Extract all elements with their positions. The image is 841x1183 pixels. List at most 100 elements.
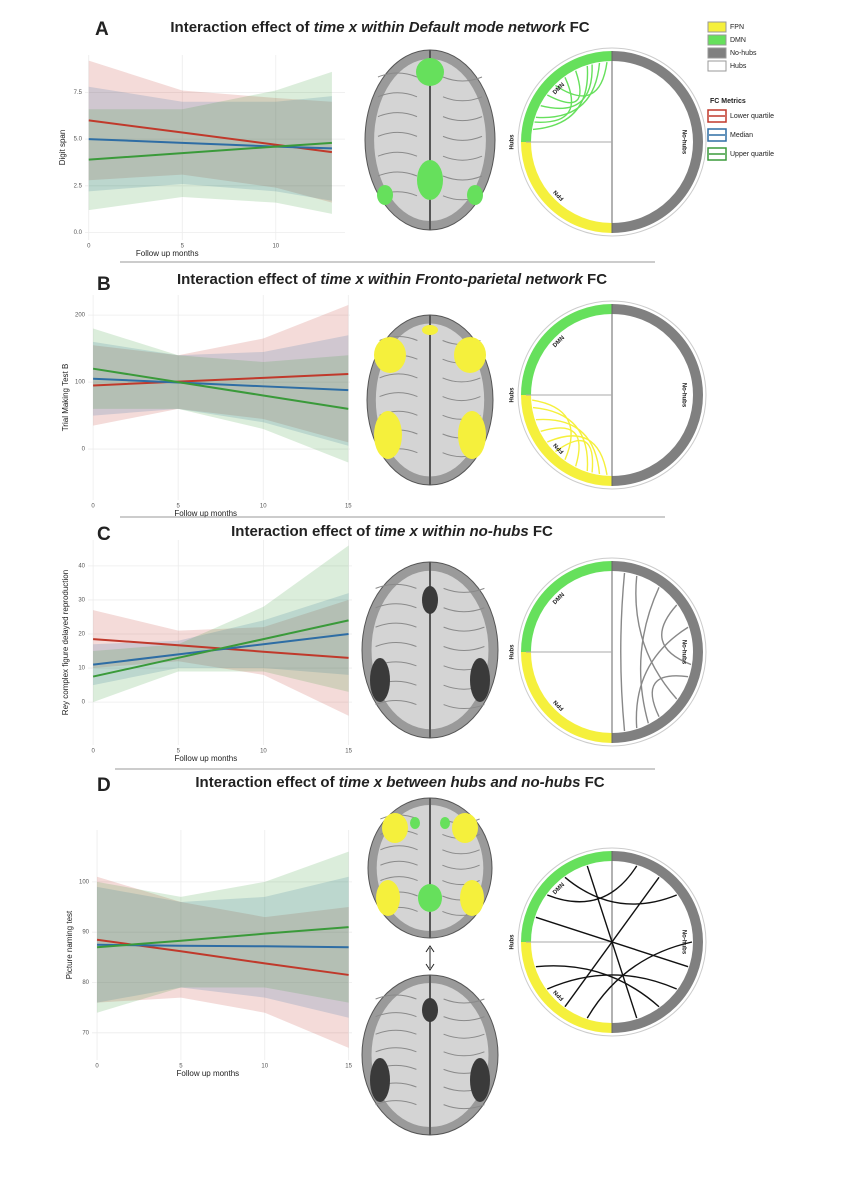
confidence-band [88, 60, 332, 203]
gyrus [442, 76, 483, 82]
title-part: time x within no-hubs [375, 523, 529, 540]
y-tick-label: 80 [82, 980, 89, 986]
ring-dmn [521, 851, 613, 943]
chord-label: No-hubs [680, 130, 686, 155]
ring-fpn [521, 941, 613, 1033]
y-tick-label: 5.0 [74, 137, 83, 143]
brain-region [382, 813, 408, 843]
chord [532, 406, 589, 472]
chord-label: Hubs [510, 387, 516, 403]
legend-swatch [707, 60, 727, 72]
gyrus [443, 646, 485, 651]
y-tick-label: 10 [78, 666, 85, 672]
brain-region [374, 411, 402, 459]
chord-label: No-hubs [680, 383, 686, 408]
x-axis-label: Follow up months [176, 1069, 239, 1078]
chord-label: Hubs [510, 934, 516, 950]
gyrus [442, 96, 483, 102]
chord [546, 70, 581, 104]
chord [540, 64, 593, 110]
gyrus [442, 135, 483, 141]
brain-region [370, 1058, 390, 1102]
separators [115, 261, 665, 770]
panel-letter: A [95, 19, 109, 40]
gyrus [443, 607, 485, 613]
brain-region [422, 325, 438, 335]
brain-region [417, 160, 443, 200]
gyrus [380, 876, 418, 882]
trend-line [93, 377, 349, 392]
title-part: Interaction effect of [170, 19, 310, 36]
panel-letter: D [97, 775, 111, 796]
brain-region [416, 58, 444, 86]
y-axis-label: Picture naming test [65, 910, 74, 979]
x-tick-label: 5 [177, 749, 181, 755]
y-tick-label: 0 [82, 447, 86, 453]
ring-dmn [521, 51, 613, 143]
title-part: time x between hubs and no-hubs [339, 774, 581, 791]
gyrus [443, 998, 485, 1004]
gyrus [375, 583, 417, 589]
ring-nohubs [611, 51, 703, 233]
x-tick-label: 10 [260, 504, 267, 510]
title-part: FC [585, 774, 605, 791]
trend-line [97, 943, 349, 949]
gyrus [442, 175, 483, 181]
confidence-band [97, 876, 349, 1048]
brain-region [458, 411, 486, 459]
gyrus [443, 1051, 485, 1057]
brain-region [440, 817, 450, 829]
brain-region [370, 658, 390, 702]
gyrus [377, 72, 418, 78]
brain-region [422, 998, 438, 1022]
chord [555, 439, 594, 473]
panel-title: Interaction effect of time x within Fron… [177, 271, 607, 288]
confidence-band [93, 328, 349, 463]
title-part: Interaction effect of [195, 774, 335, 791]
chord [532, 399, 572, 460]
brain-region [460, 880, 484, 916]
chord [535, 418, 601, 475]
chord [532, 65, 589, 131]
brain-region [410, 817, 420, 829]
brain [364, 49, 496, 231]
gyrus [443, 704, 485, 710]
chord [564, 876, 677, 905]
chord [651, 675, 689, 718]
confidence-band [88, 71, 332, 214]
legend-label: Hubs [730, 63, 747, 70]
gyrus [380, 860, 418, 866]
x-tick-label: 5 [181, 244, 185, 250]
ring-nohubs [611, 304, 703, 486]
brain-region [454, 337, 486, 373]
brain [361, 561, 499, 739]
title-part: FC [570, 19, 590, 36]
gyrus [379, 373, 418, 379]
brain-region [377, 185, 393, 205]
chord [639, 586, 660, 724]
y-axis-label: Digit span [58, 130, 67, 166]
chord [535, 62, 601, 119]
chord [635, 575, 678, 700]
gyrus [379, 392, 418, 398]
legend-title: FC Metrics [710, 98, 746, 105]
title-part: FC [533, 523, 553, 540]
gyrus [442, 155, 483, 161]
legend-swatch [707, 21, 727, 33]
gyrus [442, 849, 480, 855]
title-part: time x within Default mode network [314, 19, 566, 36]
trend-line [92, 619, 349, 678]
chord-label: Hubs [510, 134, 516, 150]
trend-line [93, 373, 349, 387]
panel-letter: C [97, 524, 111, 545]
chord [535, 965, 660, 1008]
gyrus [375, 1029, 417, 1035]
chord-label: No-hubs [680, 930, 686, 955]
chord [661, 604, 692, 666]
x-tick-label: 15 [345, 1064, 352, 1070]
brain-region [374, 337, 406, 373]
legend-label: Upper quartile [730, 151, 774, 158]
